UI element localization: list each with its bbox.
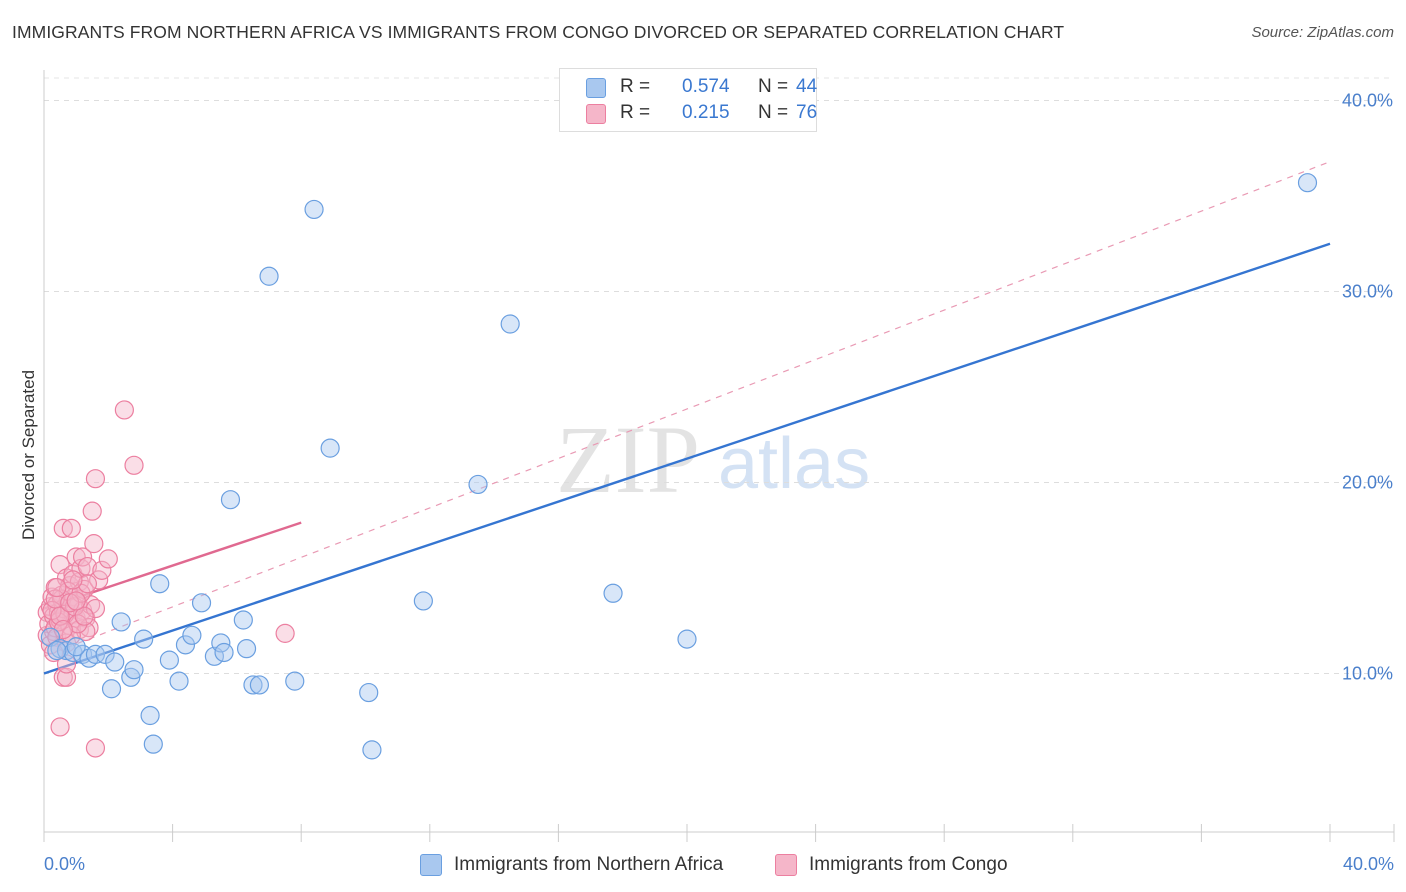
point-northern-africa <box>111 612 131 632</box>
point-northern-africa <box>159 650 179 670</box>
legend-swatch-congo <box>586 104 606 124</box>
bottom-legend-swatch-congo <box>775 854 797 876</box>
point-northern-africa <box>249 675 270 695</box>
point-northern-africa <box>304 199 324 220</box>
watermark: ZIP atlas <box>556 406 870 513</box>
point-congo <box>61 518 81 538</box>
data-points <box>37 173 1318 760</box>
point-northern-africa <box>320 438 340 458</box>
point-northern-africa <box>169 671 189 691</box>
point-congo <box>92 560 112 580</box>
trend-lines <box>43 161 1331 675</box>
bottom-legend-congo: Immigrants from Congo <box>775 852 1008 878</box>
point-congo <box>72 547 93 567</box>
point-northern-africa <box>143 734 163 754</box>
y-tick-label: 10.0% <box>1342 663 1393 683</box>
y-tick-labels: 10.0% 20.0% 30.0% 40.0% <box>1342 91 1393 684</box>
point-northern-africa <box>220 490 241 510</box>
bottom-legend-swatch-northern-africa <box>420 854 442 876</box>
point-northern-africa <box>243 675 263 695</box>
point-northern-africa <box>191 593 212 613</box>
point-northern-africa <box>359 682 379 703</box>
legend-swatch-northern-africa <box>586 78 606 98</box>
point-congo <box>76 621 96 642</box>
point-congo <box>124 455 144 475</box>
trend-line-congo-extended <box>43 161 1331 657</box>
point-northern-africa <box>362 740 382 760</box>
point-congo <box>68 614 88 634</box>
point-northern-africa <box>134 629 154 649</box>
x-tick-label-min: 0.0% <box>44 854 85 874</box>
point-congo <box>114 400 134 420</box>
point-congo <box>77 556 98 577</box>
point-northern-africa <box>66 637 86 657</box>
chart-title: IMMIGRANTS FROM NORTHERN AFRICA VS IMMIG… <box>12 22 1065 42</box>
point-northern-africa <box>233 610 253 630</box>
y-tick-label: 20.0% <box>1342 473 1393 493</box>
point-congo <box>85 738 106 758</box>
point-congo <box>47 577 67 598</box>
point-northern-africa <box>105 652 125 672</box>
point-northern-africa <box>603 583 623 603</box>
point-congo <box>98 549 118 569</box>
legend-n-label: N = <box>758 76 789 97</box>
point-northern-africa <box>182 625 202 645</box>
legend-n-value: 44 <box>796 76 818 97</box>
point-northern-africa <box>236 639 257 659</box>
point-congo <box>50 717 70 737</box>
point-congo <box>85 469 106 489</box>
point-congo <box>53 518 73 538</box>
bottom-legend-label-northern-africa: Immigrants from Northern Africa <box>454 854 724 875</box>
point-congo <box>56 667 77 687</box>
point-northern-africa <box>85 644 106 664</box>
y-tick-label: 40.0% <box>1342 91 1393 111</box>
bottom-legend-label-congo: Immigrants from Congo <box>809 854 1008 875</box>
legend-n-value: 76 <box>796 102 818 123</box>
point-northern-africa <box>47 640 67 661</box>
bottom-legend-northern-africa: Immigrants from Northern Africa <box>420 852 723 878</box>
legend-n-label: N = <box>758 102 789 123</box>
legend-r-label: R = <box>620 102 651 123</box>
point-northern-africa <box>1297 173 1318 193</box>
point-northern-africa <box>150 574 170 594</box>
legend-r-value: 0.574 <box>682 76 730 97</box>
point-northern-africa <box>285 671 305 691</box>
point-congo <box>84 534 104 554</box>
point-congo <box>66 591 86 611</box>
axes <box>43 70 1395 842</box>
point-congo <box>85 598 106 619</box>
point-northern-africa <box>468 474 488 495</box>
point-northern-africa <box>175 635 196 655</box>
point-congo <box>77 574 98 594</box>
watermark-zip: ZIP <box>556 406 700 513</box>
legend-r-value: 0.215 <box>682 102 730 123</box>
y-tick-label: 30.0% <box>1342 282 1393 302</box>
correlation-legend: R = 0.574 N = 44 R = 0.215 N = 76 <box>559 68 817 132</box>
point-northern-africa <box>214 642 234 663</box>
gridlines <box>44 77 1394 674</box>
point-northern-africa <box>140 705 160 726</box>
point-northern-africa <box>95 644 115 664</box>
x-tick-label-max: 40.0% <box>1343 854 1394 874</box>
point-congo <box>82 501 102 521</box>
point-northern-africa <box>259 266 279 286</box>
point-northern-africa <box>677 629 697 649</box>
point-northern-africa <box>500 314 520 334</box>
source-label: Source: ZipAtlas.com <box>1251 24 1394 41</box>
trend-line-congo <box>43 521 302 610</box>
legend-r-label: R = <box>620 76 651 97</box>
point-northern-africa <box>101 679 122 699</box>
point-congo <box>275 623 295 643</box>
point-congo <box>74 606 94 626</box>
watermark-atlas: atlas <box>718 424 870 504</box>
point-northern-africa <box>124 660 144 680</box>
point-northern-africa <box>413 591 433 611</box>
trend-line-northern-africa <box>43 242 1331 675</box>
y-axis-label: Divorced or Separated <box>19 370 38 540</box>
point-congo <box>63 570 83 590</box>
